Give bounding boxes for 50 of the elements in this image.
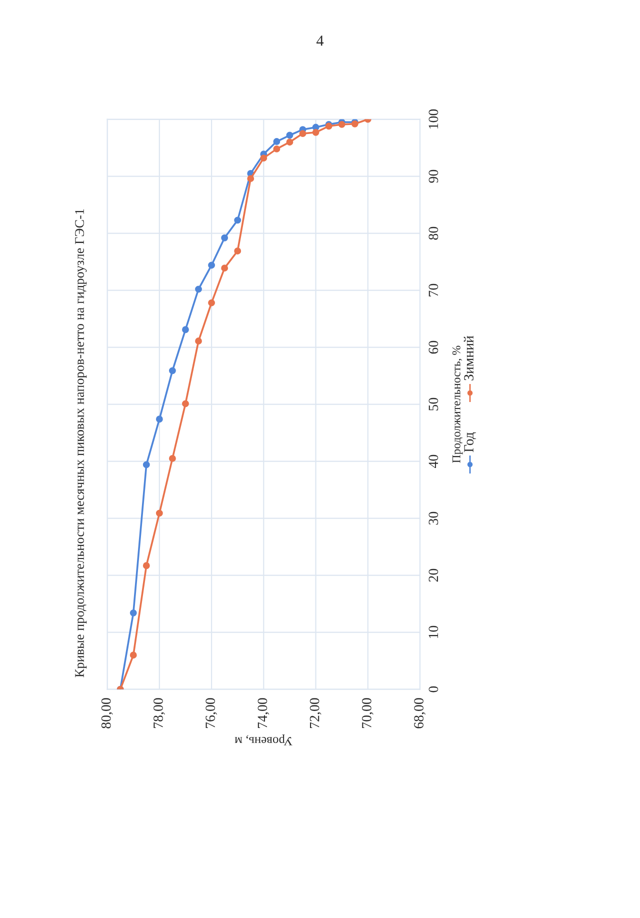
point [273, 145, 280, 152]
y-tick-label: 100 [428, 109, 438, 128]
point [234, 216, 242, 224]
y-tick-label: 80 [428, 226, 438, 240]
y-tick-label: 10 [428, 626, 438, 638]
point [130, 652, 137, 659]
y-tick-label: 50 [428, 398, 438, 410]
point [168, 367, 176, 374]
point [234, 247, 242, 254]
point [221, 234, 228, 242]
point [156, 510, 163, 517]
point [273, 138, 280, 146]
x-tick-label: 80,00 [101, 698, 113, 728]
point [286, 138, 294, 146]
point [247, 175, 254, 182]
y-tick-label: 70 [428, 284, 438, 296]
point [182, 326, 189, 334]
y-tick-label: 60 [428, 340, 438, 354]
point [312, 128, 320, 136]
y-axis-title: Продолжительность, % [452, 346, 463, 463]
y-tick-label: 90 [428, 170, 438, 183]
point [286, 132, 294, 139]
y-tick-label: 40 [428, 454, 438, 468]
point [299, 130, 306, 138]
y-tick-label: 30 [428, 512, 438, 525]
point [208, 299, 216, 306]
y-tick-label: 20 [428, 568, 438, 582]
x-tick-label: 78,00 [154, 698, 165, 728]
point [195, 286, 202, 293]
point [182, 400, 189, 408]
x-tick-label: 70,00 [362, 698, 374, 728]
point [156, 416, 163, 423]
text: Кривые продолжительности месячных пиковых напоров-нетто на гидроузле ГЭС-1 [75, 209, 87, 678]
x-axis-title: Уровень, м [234, 734, 292, 746]
point [208, 262, 216, 269]
point [221, 264, 228, 272]
text: 4 [316, 36, 324, 46]
text: Год [464, 432, 476, 452]
y-tick-label: 0 [428, 686, 438, 692]
x-tick-label: 74,00 [258, 698, 270, 728]
x-tick-label: 72,00 [310, 698, 322, 728]
point [142, 461, 150, 468]
point [260, 154, 268, 162]
text: Зимний [464, 336, 474, 380]
x-tick-label: 76,00 [206, 698, 218, 728]
x-tick-label: 68,00 [414, 698, 426, 728]
point [195, 338, 202, 345]
point [142, 562, 150, 570]
point [168, 454, 176, 462]
point [130, 609, 137, 616]
